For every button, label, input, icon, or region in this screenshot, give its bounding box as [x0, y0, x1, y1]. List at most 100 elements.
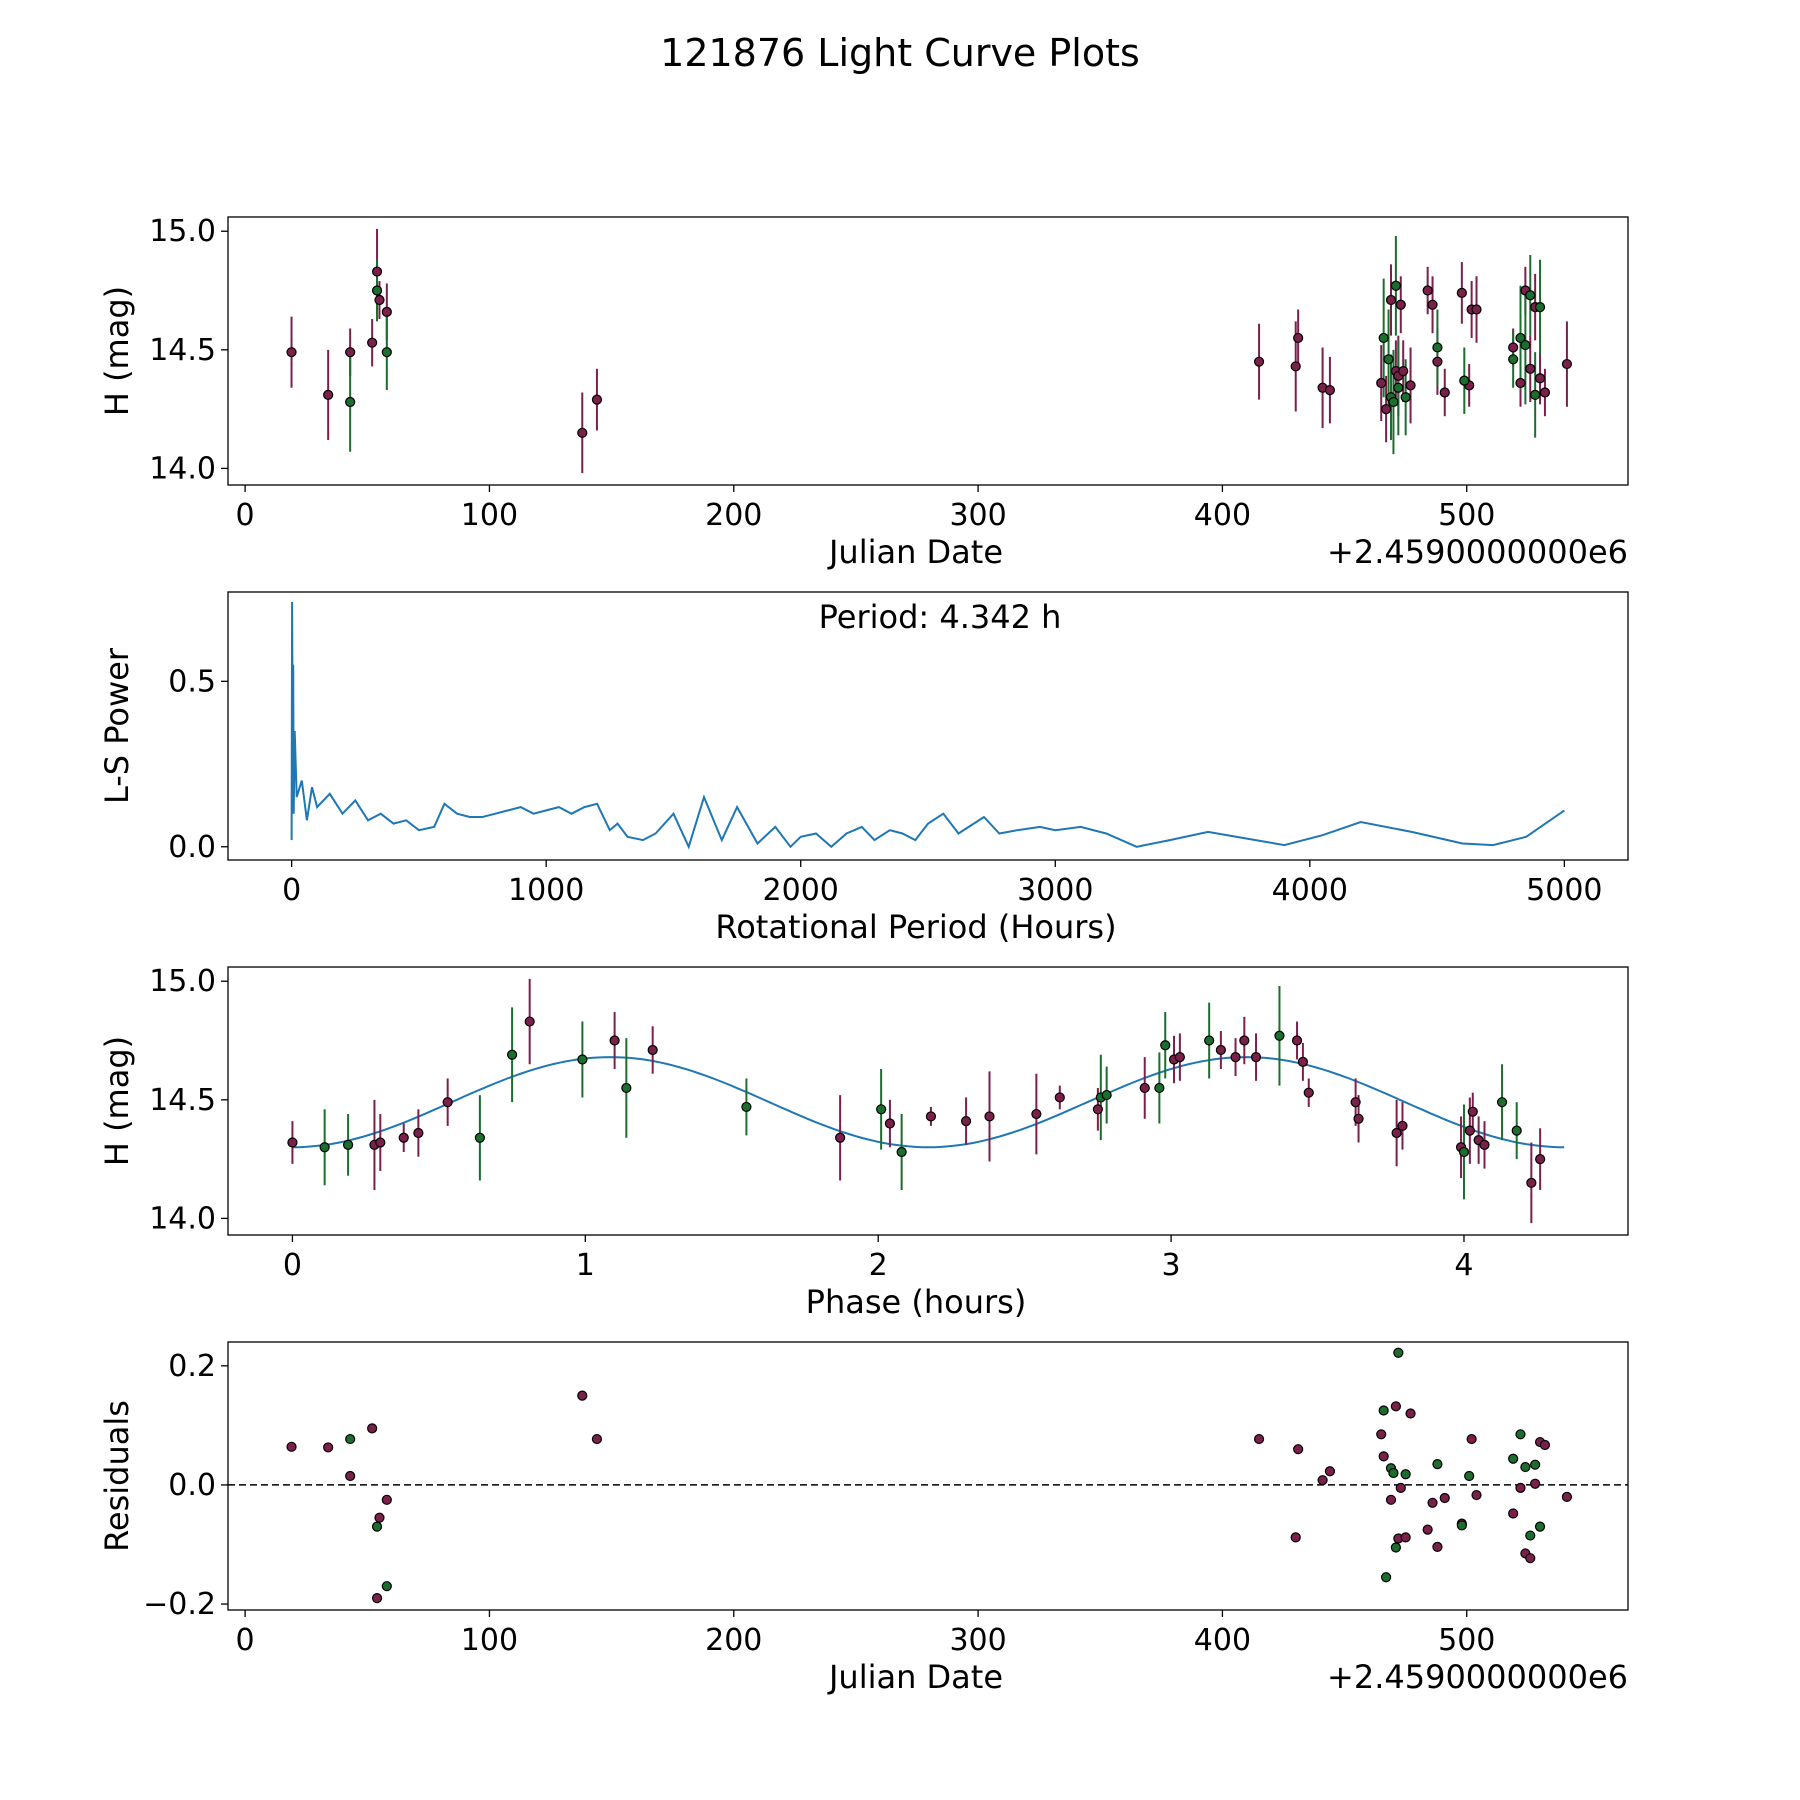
- residuals-panel: 0 100 200 300 400 500 −0.2 0.0 0.2 Julian Date Res…: [98, 1341, 1629, 1696]
- data-point-r: [1525, 1553, 1536, 1564]
- data-point-r: [884, 1118, 896, 1129]
- x-tick-label: 4: [1454, 1248, 1473, 1283]
- data-point-r: [1253, 356, 1265, 367]
- data-point-g: [1101, 1089, 1112, 1101]
- x-tick-label: 200: [705, 1623, 762, 1658]
- data-point-r: [647, 1044, 658, 1056]
- data-point-r: [1376, 377, 1387, 389]
- x-tick-label: 0: [236, 1623, 255, 1658]
- x-tick-label: 500: [1438, 1623, 1495, 1658]
- y-tick-label: 0.5: [168, 664, 216, 699]
- data-point-r: [287, 1137, 298, 1148]
- data-point-r: [1466, 1433, 1477, 1445]
- data-point-r: [1317, 1475, 1328, 1486]
- x-axis-label: Rotational Period (Hours): [715, 908, 1116, 946]
- data-point-r: [1427, 299, 1438, 310]
- data-point-g: [1534, 1521, 1546, 1532]
- data-point-r: [1376, 1429, 1387, 1440]
- x-offset-text: +2.4590000000e6: [1327, 1658, 1628, 1696]
- data-point-r: [367, 337, 378, 348]
- data-point-r: [577, 1390, 588, 1401]
- data-point-g: [371, 1521, 383, 1532]
- data-point-r: [1467, 1106, 1478, 1117]
- data-point-g: [1400, 1469, 1411, 1480]
- data-point-r: [1390, 1401, 1401, 1412]
- data-point-g: [1400, 392, 1411, 403]
- data-point-r: [323, 1442, 334, 1453]
- x-tick-label: 500: [1438, 498, 1495, 533]
- data-point-r: [323, 389, 334, 400]
- x-tick-label: 4000: [1272, 873, 1348, 908]
- data-point-r: [591, 394, 603, 405]
- data-point-r: [1391, 1127, 1402, 1139]
- data-point-g: [1525, 1530, 1536, 1541]
- data-point-g: [474, 1132, 485, 1143]
- data-point-g: [1511, 1125, 1522, 1136]
- data-point-r: [1385, 1494, 1397, 1505]
- data-point-g: [1530, 389, 1541, 400]
- data-point-r: [1561, 1491, 1573, 1502]
- y-tick-label: 0.2: [168, 1349, 216, 1384]
- data-point-g: [1515, 1429, 1526, 1440]
- data-point-r: [1174, 1052, 1185, 1063]
- data-point-r: [1439, 387, 1450, 398]
- data-point-r: [374, 294, 385, 306]
- data-point-r: [1471, 304, 1482, 315]
- data-point-g: [507, 1049, 518, 1060]
- data-point-r: [1405, 380, 1416, 391]
- y-axis-label: Residuals: [98, 1400, 136, 1552]
- data-point-r: [1092, 1104, 1103, 1115]
- data-point-r: [345, 1470, 356, 1482]
- x-tick-label: 300: [949, 1623, 1006, 1658]
- y-axis-label: H (mag): [98, 286, 136, 416]
- x-tick-label: 0: [282, 873, 301, 908]
- data-point-r: [1395, 299, 1406, 310]
- data-point-r: [1253, 1433, 1265, 1445]
- data-point-g: [896, 1146, 907, 1158]
- data-point-r: [1324, 1466, 1336, 1477]
- data-point-r: [591, 1433, 603, 1445]
- data-point-r: [1539, 1439, 1551, 1451]
- data-point-r: [925, 1111, 937, 1122]
- data-point-g: [577, 1054, 588, 1065]
- lightcurve-panel: 0 100 200 300 400 500 14.0 14.5 15.0 Julian Date H…: [98, 214, 1629, 571]
- data-point-g: [345, 396, 356, 408]
- data-point-g: [1508, 1453, 1519, 1464]
- data-point-g: [1378, 1405, 1389, 1416]
- data-point-r: [1422, 1524, 1433, 1535]
- data-point-r: [1381, 404, 1392, 415]
- x-offset-text: +2.4590000000e6: [1327, 533, 1628, 571]
- x-axis-label: Phase (hours): [806, 1283, 1027, 1321]
- data-point-r: [1479, 1139, 1490, 1150]
- ls-power-line: [290, 601, 1565, 850]
- data-point-r: [1400, 1532, 1411, 1543]
- data-point-r: [1385, 294, 1397, 306]
- data-point-r: [374, 1512, 385, 1523]
- data-point-r: [1303, 1087, 1314, 1098]
- data-point-r: [1397, 1120, 1408, 1132]
- data-point-r: [1508, 342, 1519, 353]
- data-point-g: [1390, 280, 1401, 291]
- y-tick-label: 14.0: [149, 451, 216, 486]
- data-point-r: [1439, 1492, 1450, 1504]
- data-point-r: [1515, 377, 1526, 389]
- data-point-r: [1031, 1108, 1042, 1120]
- model-fit-curve: [292, 1056, 1565, 1149]
- data-point-g: [1390, 1542, 1401, 1553]
- data-point-r: [1427, 1497, 1438, 1508]
- x-tick-label: 300: [949, 498, 1006, 533]
- data-point-g: [381, 1581, 392, 1592]
- x-tick-label: 2000: [763, 873, 839, 908]
- data-point-r: [1290, 1532, 1301, 1543]
- data-point-g: [1458, 1146, 1470, 1158]
- data-point-r: [398, 1132, 409, 1143]
- plot-area: [287, 978, 1565, 1224]
- data-point-g: [876, 1104, 887, 1115]
- data-point-r: [984, 1111, 995, 1122]
- x-tick-label: 400: [1194, 1623, 1251, 1658]
- data-point-g: [1393, 1347, 1404, 1358]
- x-tick-label: 100: [461, 1623, 518, 1658]
- y-tick-label: 14.5: [149, 1083, 216, 1118]
- phased-panel: 0 1 2 3 4 14.0 14.5 15.0 Phase (hours) H (mag): [98, 964, 1629, 1321]
- y-tick-label: −0.2: [143, 1587, 216, 1622]
